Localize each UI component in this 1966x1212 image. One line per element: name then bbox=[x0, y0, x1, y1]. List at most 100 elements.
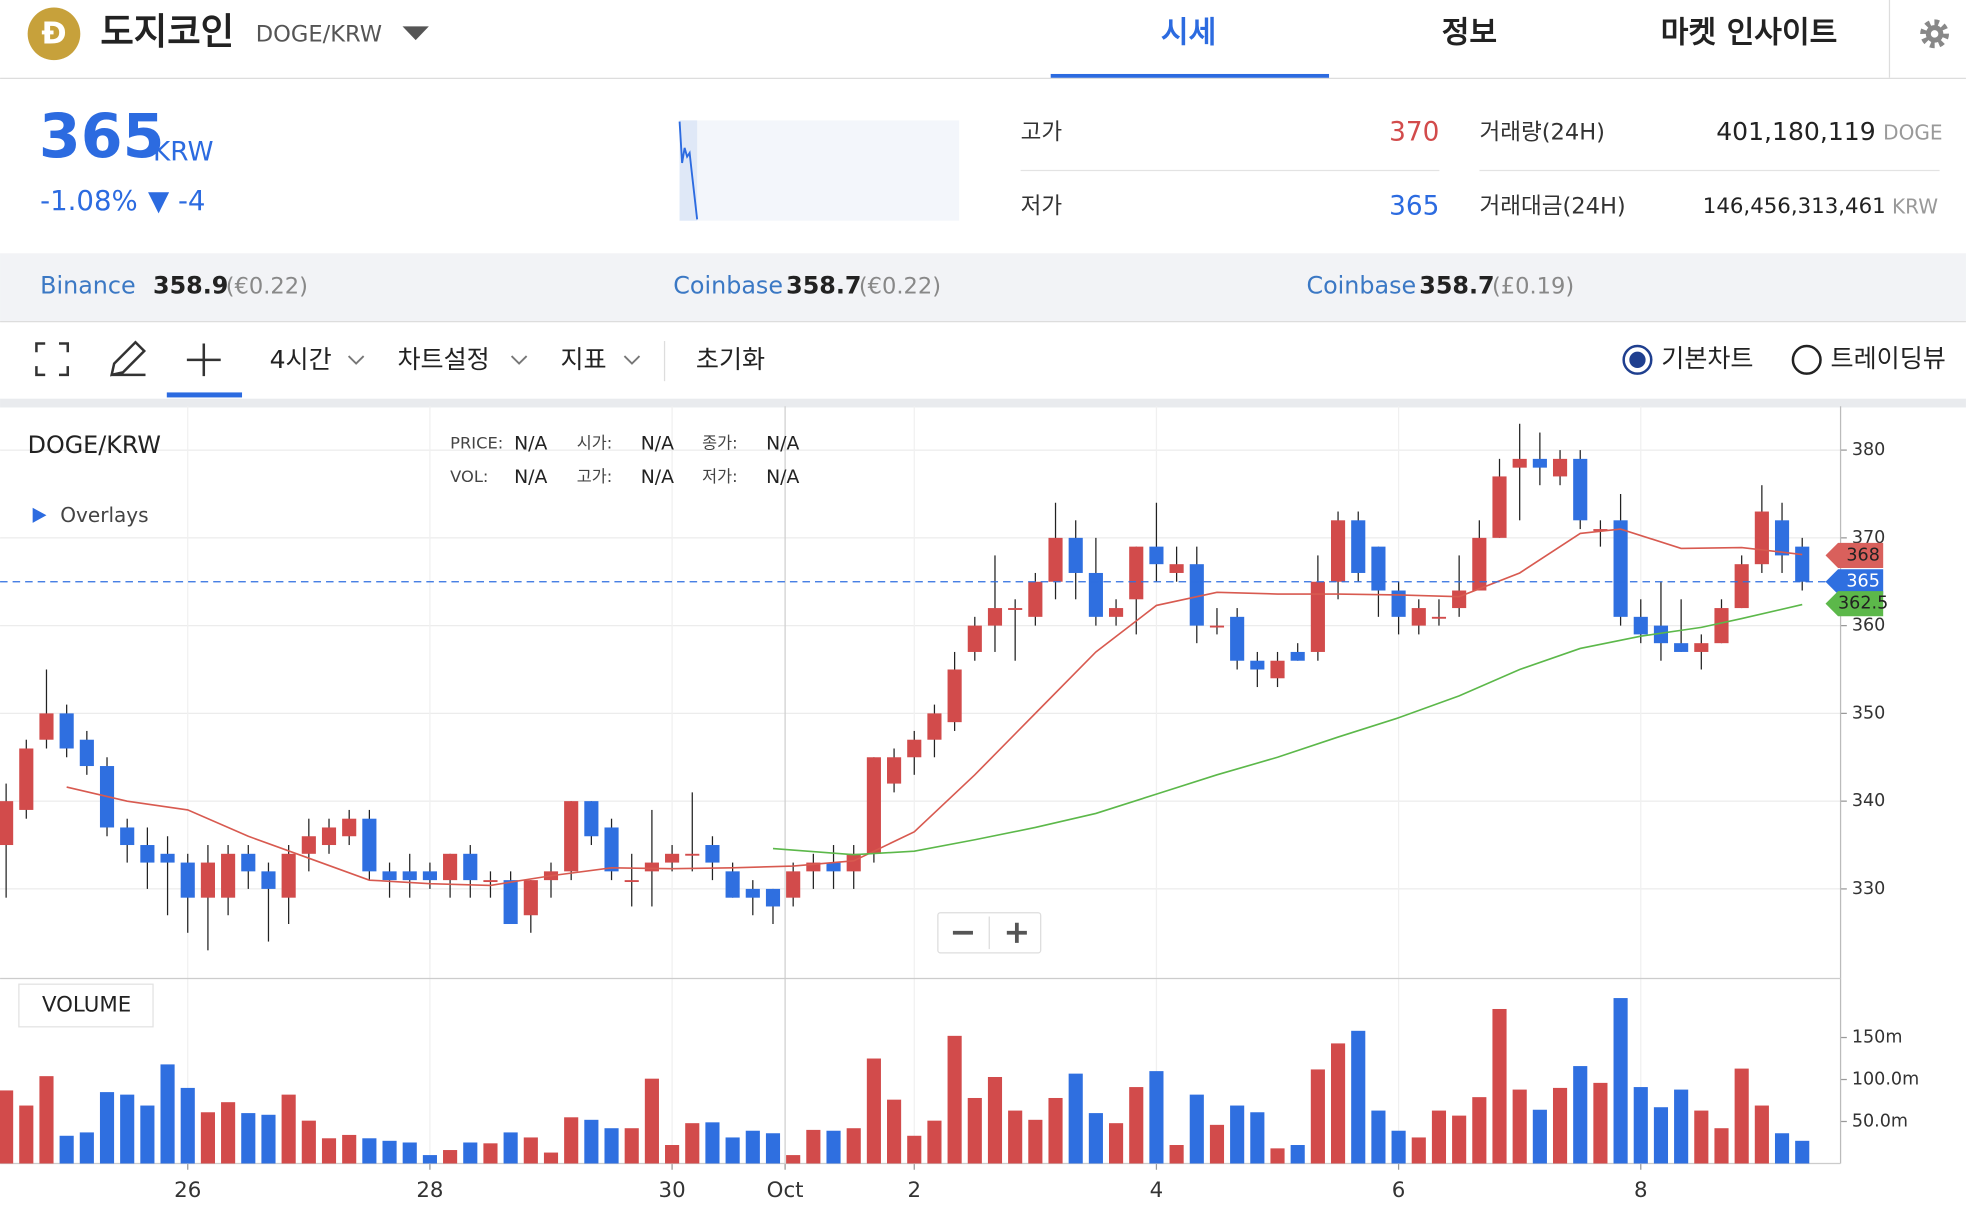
draw-icon[interactable] bbox=[109, 340, 147, 377]
exchange-fx: (€0.22) bbox=[859, 274, 941, 300]
moving-average bbox=[772, 603, 1803, 856]
candle-body bbox=[1109, 608, 1124, 617]
fullscreen-icon[interactable] bbox=[35, 342, 70, 377]
candle-body bbox=[200, 862, 215, 898]
dropdown-arrow[interactable] bbox=[402, 26, 429, 41]
change: ▼ -4 bbox=[148, 184, 205, 217]
volume-bar bbox=[1028, 1119, 1043, 1164]
volume-bar bbox=[1230, 1105, 1245, 1164]
candle-body bbox=[19, 748, 34, 810]
view-option[interactable]: 트레이딩뷰 bbox=[1831, 344, 1946, 373]
volume-bar bbox=[1109, 1123, 1124, 1164]
overlays-arrow[interactable] bbox=[32, 507, 47, 523]
volume-bar bbox=[1754, 1105, 1769, 1164]
volume-bar bbox=[665, 1145, 680, 1164]
volume-bar bbox=[725, 1137, 740, 1164]
candle-body bbox=[806, 862, 821, 872]
candle-body bbox=[281, 853, 296, 898]
info-label: 고가: bbox=[577, 467, 612, 486]
gear-hole bbox=[1930, 30, 1939, 38]
candle-body bbox=[59, 713, 74, 749]
volume-bar bbox=[1310, 1069, 1325, 1164]
x-tick-label: 4 bbox=[1150, 1178, 1164, 1203]
candle-body bbox=[443, 853, 458, 881]
tab[interactable]: 마켓 인사이트 bbox=[1661, 15, 1838, 50]
volume-label: VOLUME bbox=[42, 993, 131, 1018]
candle-body bbox=[1008, 608, 1023, 610]
radio[interactable] bbox=[1791, 344, 1822, 375]
tab[interactable]: 정보 bbox=[1442, 15, 1497, 50]
volume-bar bbox=[1795, 1140, 1810, 1164]
candle-body bbox=[1694, 643, 1709, 652]
volume-bar bbox=[39, 1076, 54, 1164]
vol-tick-label: 100.0m bbox=[1852, 1070, 1919, 1090]
chart-settings[interactable]: 차트설정 bbox=[397, 345, 489, 374]
interval[interactable]: 4시간 bbox=[270, 345, 332, 374]
stat-label: 저가 bbox=[1021, 193, 1063, 219]
zoom-in[interactable] bbox=[1006, 922, 1027, 943]
volume-bar bbox=[1694, 1110, 1709, 1164]
view-option[interactable]: 기본차트 bbox=[1661, 344, 1753, 373]
candle-body bbox=[1653, 625, 1669, 644]
candle-body bbox=[947, 669, 962, 723]
candle-body bbox=[301, 836, 316, 854]
candle-body bbox=[1754, 511, 1769, 565]
candle-body bbox=[140, 845, 155, 863]
candle-body bbox=[1512, 458, 1527, 468]
exchange-price: 358.9 bbox=[153, 272, 228, 300]
candle-body bbox=[160, 853, 175, 863]
exchange-name: Coinbase bbox=[1306, 272, 1416, 300]
radio-dot bbox=[1629, 351, 1646, 368]
vol-tick-label: 150m bbox=[1852, 1028, 1903, 1048]
volume-bar bbox=[362, 1138, 377, 1164]
candle-body bbox=[1552, 458, 1568, 477]
candle-body bbox=[1189, 564, 1204, 626]
volume-bar bbox=[1593, 1082, 1608, 1164]
tab[interactable]: 시세 bbox=[1161, 15, 1216, 50]
y-tick-label: 350 bbox=[1852, 703, 1886, 723]
sparkline bbox=[678, 121, 699, 220]
volume-bar bbox=[685, 1123, 700, 1164]
volume-bar bbox=[644, 1078, 659, 1164]
info-label: PRICE: bbox=[450, 433, 503, 452]
exchange-price: 358.7 bbox=[1419, 272, 1494, 300]
candle-body bbox=[523, 880, 538, 916]
candle-body bbox=[422, 871, 437, 881]
chevron bbox=[510, 355, 528, 365]
crosshair-icon[interactable] bbox=[186, 343, 221, 377]
reset[interactable]: 초기화 bbox=[696, 345, 765, 374]
overlays-label[interactable]: Overlays bbox=[60, 503, 148, 527]
candle-body bbox=[705, 845, 720, 863]
volume-bar bbox=[1330, 1043, 1346, 1164]
candle-body bbox=[1230, 616, 1245, 661]
candle-body bbox=[0, 801, 14, 846]
candle-body bbox=[644, 862, 659, 872]
volume-bar bbox=[523, 1137, 538, 1164]
logo-letter: Đ bbox=[41, 17, 66, 52]
candle-body bbox=[1149, 546, 1164, 565]
candle-body bbox=[1532, 458, 1547, 468]
stat-unit: DOGE bbox=[1883, 121, 1942, 145]
candle-body bbox=[1573, 458, 1588, 521]
indicators[interactable]: 지표 bbox=[560, 345, 606, 374]
exchange-name: Coinbase bbox=[673, 272, 783, 300]
volume-bar bbox=[765, 1133, 781, 1164]
x-tick-label: 28 bbox=[416, 1178, 443, 1203]
candle-body bbox=[39, 713, 54, 740]
candle-body bbox=[1734, 564, 1749, 609]
candle-body bbox=[745, 888, 760, 898]
volume-bar bbox=[503, 1132, 518, 1164]
stat-label: 고가 bbox=[1021, 119, 1063, 145]
exchange-price: 358.7 bbox=[786, 272, 861, 300]
candle-body bbox=[1613, 520, 1628, 617]
moving-average bbox=[66, 528, 1803, 887]
volume-bar bbox=[1371, 1110, 1386, 1164]
y-tick-label: 370 bbox=[1852, 528, 1886, 548]
candle-body bbox=[79, 739, 94, 767]
info-value: N/A bbox=[514, 433, 547, 454]
stat-value: 401,180,119 bbox=[1716, 117, 1875, 146]
settings-gear[interactable] bbox=[1920, 19, 1950, 49]
tab-underline bbox=[1050, 73, 1330, 79]
volume-bar bbox=[967, 1097, 982, 1164]
x-tick-label: 6 bbox=[1392, 1178, 1406, 1203]
